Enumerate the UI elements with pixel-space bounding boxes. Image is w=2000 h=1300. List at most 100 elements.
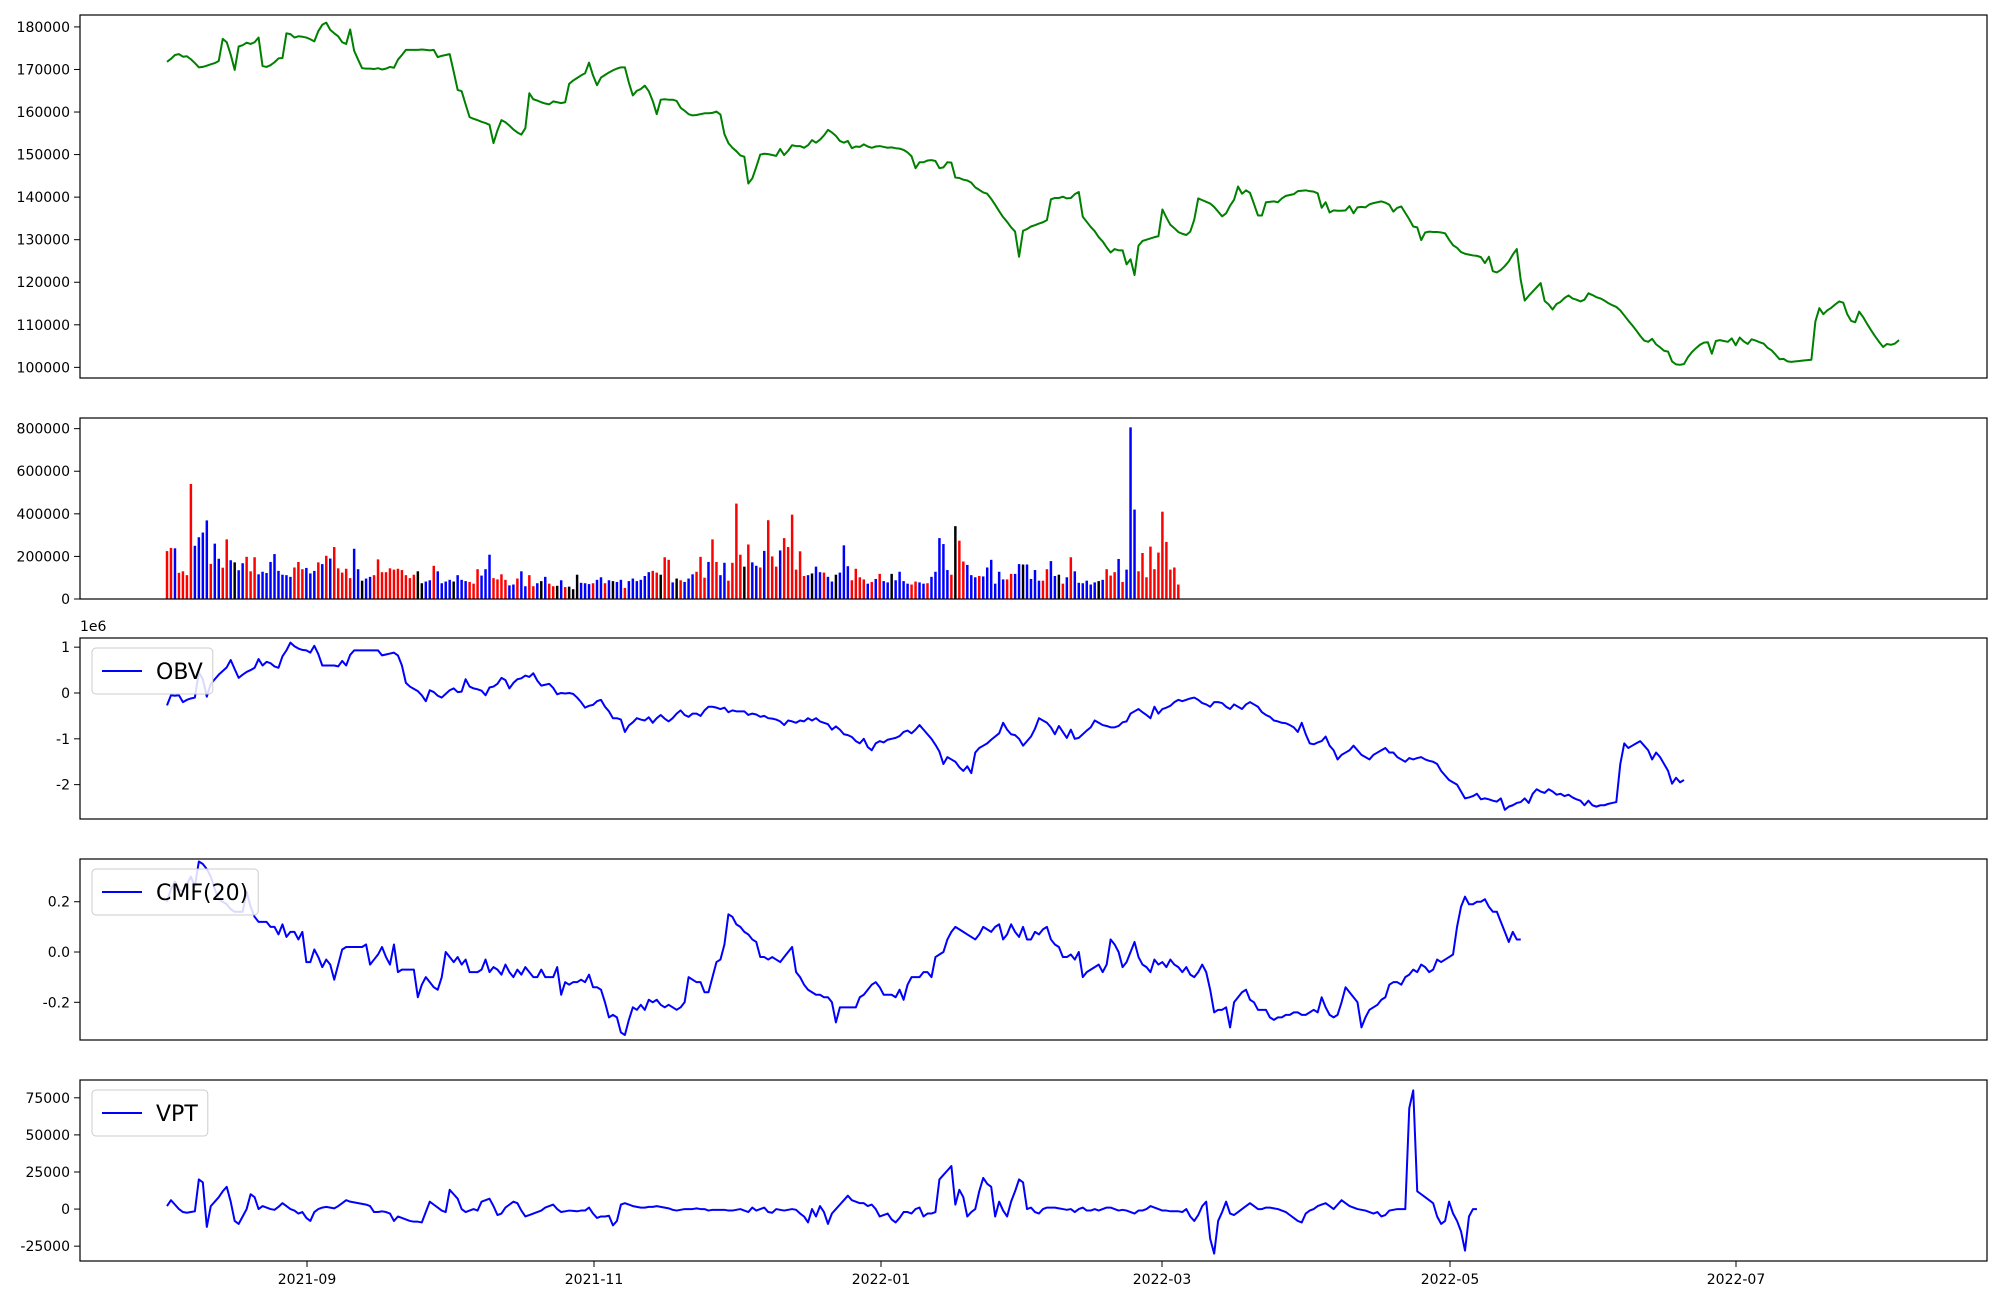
volume-bar [484, 569, 487, 599]
volume-bar [711, 539, 714, 599]
volume-bar [1109, 575, 1112, 599]
volume-bar [583, 583, 587, 599]
y-tick-label: 160000 [17, 105, 70, 121]
volume-bar [273, 554, 276, 599]
volume-bar [667, 559, 670, 599]
volume-bar [958, 540, 961, 599]
volume-bar [1133, 509, 1136, 599]
volume-bar [305, 567, 308, 599]
volume-bar [587, 584, 591, 599]
volume-bar [1113, 572, 1116, 599]
volume-bar [922, 583, 925, 599]
legend-label: CMF(20) [156, 881, 248, 906]
volume-bar [974, 577, 977, 599]
volume-bar [834, 574, 838, 599]
volume-bar [966, 564, 969, 599]
volume-bar [528, 575, 531, 599]
volume-bar [404, 575, 408, 599]
volume-bar [329, 558, 332, 599]
volume-bar [452, 581, 455, 599]
volume-bar [544, 576, 547, 599]
volume-bar [193, 545, 197, 599]
volume-bar [639, 579, 643, 599]
volume-bar [727, 580, 730, 599]
volume-bar [1049, 561, 1053, 599]
volume-bar [309, 573, 312, 599]
volume-bar [360, 580, 364, 599]
panel-4: -0.2 0.0 0.2 CMF(20) [43, 858, 1988, 1041]
volume-bar [332, 547, 336, 599]
volume-bar [388, 568, 392, 599]
volume-bar [181, 571, 185, 599]
volume-bar [1013, 573, 1017, 599]
volume-bar [313, 570, 316, 599]
y-tick-label: 600000 [17, 464, 70, 480]
panel-1: 100000 110000 120000 130000 140000 150000 1600… [17, 14, 1988, 379]
volume-bar [472, 583, 475, 599]
volume-bar [563, 587, 567, 599]
volume-bar [420, 583, 424, 599]
volume-bar [778, 550, 782, 599]
volume-bar [902, 581, 905, 599]
legend: OBV [91, 647, 214, 695]
volume-bar [177, 572, 181, 599]
volume-bar [428, 580, 432, 599]
legend: CMF(20) [91, 868, 259, 916]
volume-bar [1057, 574, 1061, 599]
volume-bar [456, 575, 459, 599]
volume-bar [790, 514, 794, 599]
volume-bar [854, 568, 858, 599]
volume-bar [1177, 584, 1180, 599]
volume-bar [575, 574, 579, 599]
volume-bar [755, 565, 758, 599]
y-tick-label: 800000 [17, 422, 70, 438]
volume-bar [301, 569, 304, 599]
volume-bar [1033, 570, 1037, 599]
series-line [166, 1089, 1477, 1255]
volume-bar [213, 543, 217, 599]
volume-bar [822, 572, 826, 599]
volume-bar [870, 581, 873, 599]
volume-bar [766, 520, 770, 599]
volume-bar [878, 573, 881, 599]
volume-bar [926, 583, 929, 599]
volume-bar [830, 581, 834, 599]
volume-bar [436, 571, 439, 599]
x-tick-label: 2022-01 [852, 1272, 911, 1288]
volume-bar [798, 551, 802, 599]
volume-bar [1073, 571, 1077, 599]
volume-bar [476, 569, 479, 599]
volume-bar [392, 569, 396, 599]
volume-bar [607, 580, 611, 599]
volume-bar [289, 576, 292, 599]
volume-bar [468, 581, 471, 599]
axes-frame [79, 14, 1988, 379]
volume-bar [970, 575, 973, 599]
volume-bar [460, 579, 463, 599]
series-line [166, 860, 1521, 1036]
volume-bar [918, 582, 921, 599]
volume-bar [400, 570, 404, 599]
volume-bar [615, 581, 619, 599]
volume-bar [356, 569, 360, 599]
volume-bar [934, 571, 937, 599]
volume-bar [627, 581, 631, 599]
y-tick-label: 200000 [17, 549, 70, 565]
volume-bar [380, 572, 384, 599]
volume-bar [786, 547, 790, 599]
volume-bar [1017, 564, 1021, 599]
volume-bar [512, 584, 515, 599]
volume-bar [352, 548, 356, 599]
volume-bar [548, 583, 551, 599]
volume-bar [1121, 581, 1124, 599]
volume-bar [954, 526, 957, 599]
y-tick-label: 150000 [17, 148, 70, 164]
volume-bar [348, 578, 352, 599]
volume-bar [794, 569, 798, 599]
panel-5: -25000 0 25000 50000 75000 VPT [20, 1079, 1988, 1262]
volume-bar [408, 578, 412, 599]
volume-bar [723, 562, 726, 599]
volume-bar [703, 577, 706, 599]
volume-bar [759, 567, 762, 599]
volume-bar [376, 559, 380, 599]
